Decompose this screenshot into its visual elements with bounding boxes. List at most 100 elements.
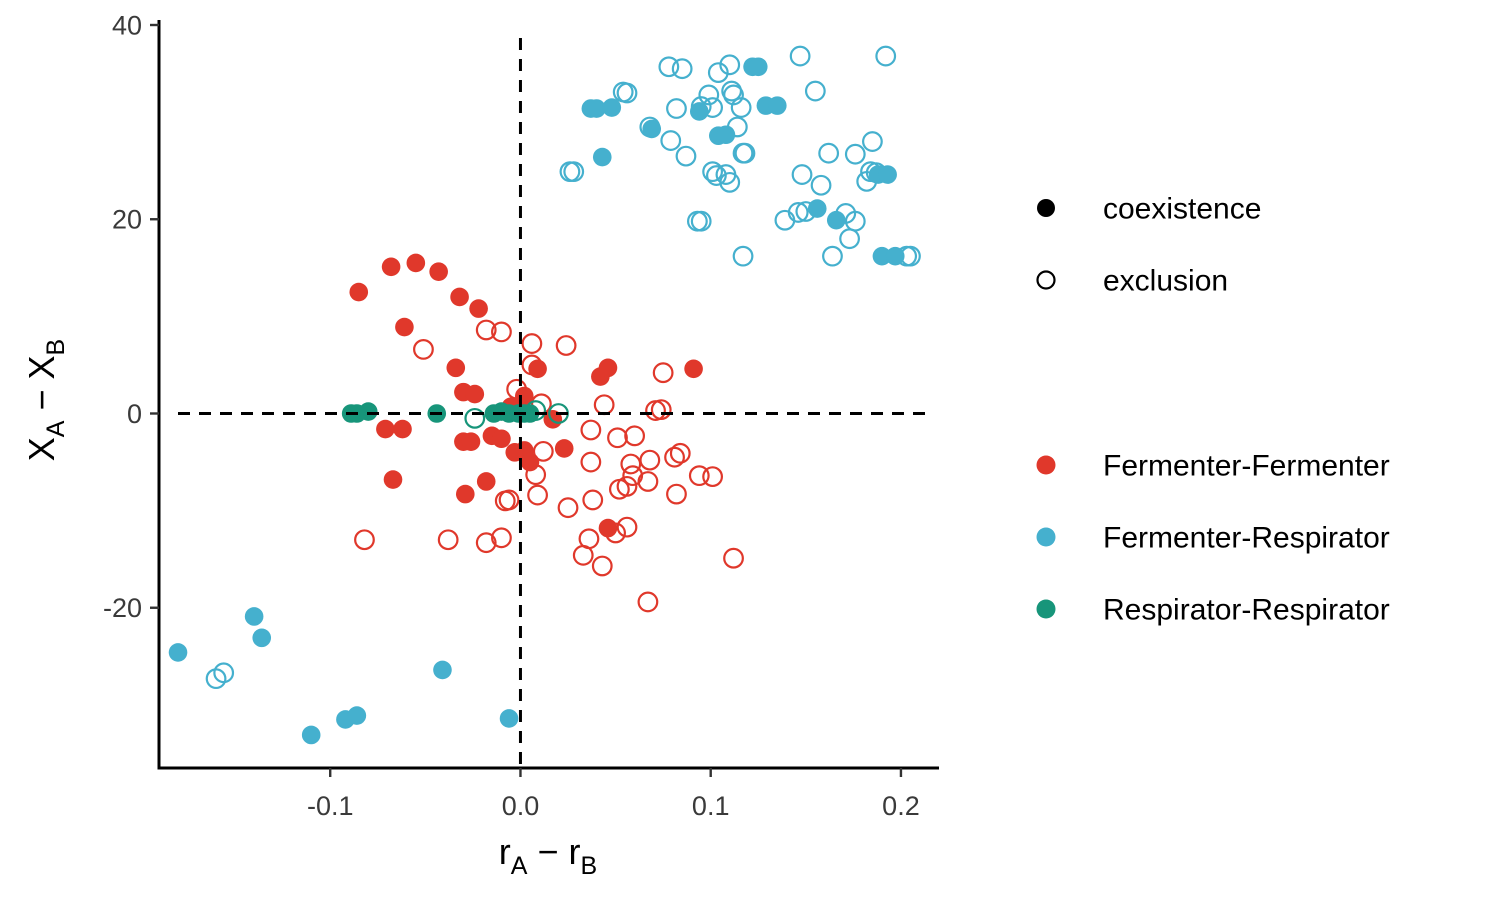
point-fermenter-fermenter-exclusion <box>624 425 646 447</box>
point-fermenter-fermenter-exclusion <box>591 555 613 577</box>
point-fermenter-respirator-coexistence <box>602 98 622 117</box>
point-fermenter-fermenter-exclusion <box>702 466 724 488</box>
legend-key-fermenter-fermenter <box>1036 455 1056 475</box>
point-fermenter-respirator-exclusion <box>804 80 826 102</box>
point-fermenter-fermenter-exclusion <box>580 419 602 441</box>
point-fermenter-fermenter-exclusion <box>491 321 512 343</box>
point-fermenter-fermenter-exclusion <box>637 471 659 492</box>
legend: coexistence exclusion Fermenter-Fermenter F… <box>1036 193 1390 627</box>
point-fermenter-fermenter-exclusion <box>437 529 459 551</box>
y-tick-label: 40 <box>112 11 142 41</box>
point-fermenter-respirator-exclusion <box>787 202 809 223</box>
legend-label-coexistence: coexistence <box>1103 193 1261 226</box>
points-layer <box>168 45 921 745</box>
point-fermenter-fermenter-exclusion <box>639 449 661 471</box>
point-fermenter-respirator-coexistence <box>301 725 321 745</box>
point-fermenter-fermenter-exclusion <box>593 394 615 416</box>
axes <box>157 20 939 770</box>
point-fermenter-fermenter-coexistence <box>520 452 540 472</box>
point-fermenter-fermenter-coexistence <box>376 419 395 439</box>
point-fermenter-fermenter-exclusion <box>608 478 630 500</box>
legend-key-respirator-respirator <box>1036 599 1056 619</box>
point-fermenter-fermenter-exclusion <box>521 333 543 354</box>
point-fermenter-respirator-exclusion <box>658 56 680 78</box>
point-fermenter-fermenter-coexistence <box>598 518 618 538</box>
point-fermenter-respirator-exclusion <box>719 171 741 193</box>
point-fermenter-fermenter-exclusion <box>723 547 744 569</box>
point-fermenter-fermenter-exclusion <box>475 532 497 554</box>
point-fermenter-respirator-coexistence <box>878 165 897 184</box>
point-fermenter-respirator-exclusion <box>563 161 585 183</box>
legend-key-fermenter-respirator <box>1036 527 1056 547</box>
point-fermenter-fermenter-exclusion <box>475 319 497 341</box>
point-fermenter-fermenter-coexistence <box>492 429 511 449</box>
point-fermenter-fermenter-coexistence <box>455 484 475 504</box>
point-fermenter-respirator-exclusion <box>730 97 752 118</box>
point-fermenter-respirator-coexistence <box>767 96 787 115</box>
point-fermenter-fermenter-coexistence <box>381 257 401 277</box>
point-fermenter-respirator-coexistence <box>347 706 367 725</box>
x-axis-title: rA − rB <box>499 831 597 880</box>
point-fermenter-respirator-coexistence <box>433 660 452 680</box>
reference-lines <box>178 38 925 768</box>
ticks: -0.1 0.0 0.1 0.2 -20 0 20 40 <box>103 11 920 822</box>
point-fermenter-respirator-coexistence <box>587 99 606 118</box>
point-fermenter-respirator-exclusion <box>822 245 843 267</box>
point-fermenter-respirator-coexistence <box>244 607 264 626</box>
point-fermenter-fermenter-exclusion <box>664 446 685 468</box>
legend-label-fermenter-respirator: Fermenter-Respirator <box>1103 522 1390 555</box>
point-fermenter-fermenter-exclusion <box>582 489 604 511</box>
point-fermenter-fermenter-exclusion <box>607 427 628 449</box>
point-fermenter-fermenter-exclusion <box>650 399 672 421</box>
point-fermenter-fermenter-exclusion <box>580 451 602 473</box>
point-fermenter-fermenter-coexistence <box>469 299 488 318</box>
x-tick-label: 0.1 <box>692 791 730 821</box>
point-fermenter-fermenter-coexistence <box>684 359 703 379</box>
point-fermenter-respirator-coexistence <box>592 147 612 167</box>
point-fermenter-respirator-exclusion <box>690 210 712 232</box>
point-fermenter-fermenter-coexistence <box>383 470 403 489</box>
point-fermenter-fermenter-coexistence <box>461 432 481 451</box>
point-fermenter-fermenter-exclusion <box>637 591 659 613</box>
point-fermenter-respirator-coexistence <box>826 210 846 230</box>
point-fermenter-respirator-exclusion <box>706 165 727 186</box>
x-tick-label: 0.0 <box>502 791 540 821</box>
point-fermenter-fermenter-exclusion <box>616 516 638 538</box>
point-fermenter-fermenter-coexistence <box>349 282 369 302</box>
point-fermenter-respirator-coexistence <box>689 102 709 121</box>
point-fermenter-fermenter-exclusion <box>572 544 594 566</box>
point-fermenter-fermenter-exclusion <box>532 440 554 462</box>
point-fermenter-respirator-exclusion <box>213 662 235 684</box>
point-fermenter-respirator-exclusion <box>818 142 840 164</box>
point-fermenter-fermenter-coexistence <box>528 359 547 379</box>
y-tick-label: 20 <box>112 205 142 235</box>
point-fermenter-fermenter-coexistence <box>476 472 496 491</box>
point-fermenter-respirator-exclusion <box>660 130 682 151</box>
x-tick-label: 0.2 <box>882 791 920 821</box>
point-fermenter-fermenter-exclusion <box>688 465 710 487</box>
point-fermenter-fermenter-coexistence <box>465 384 485 404</box>
point-fermenter-fermenter-exclusion <box>527 484 548 506</box>
point-fermenter-respirator-coexistence <box>716 125 736 145</box>
point-fermenter-fermenter-exclusion <box>555 335 577 356</box>
point-fermenter-respirator-exclusion <box>721 80 743 102</box>
y-axis-title: XA − XB <box>21 339 70 461</box>
point-fermenter-respirator-exclusion <box>702 161 724 183</box>
point-fermenter-fermenter-exclusion <box>666 483 687 505</box>
point-fermenter-respirator-exclusion <box>732 245 754 267</box>
point-fermenter-respirator-coexistence <box>252 628 272 648</box>
point-fermenter-fermenter-exclusion <box>557 497 579 519</box>
point-fermenter-respirator-coexistence <box>642 119 662 139</box>
point-respirator-respirator-exclusion <box>464 407 486 429</box>
legend-key-exclusion <box>1036 270 1056 290</box>
point-fermenter-respirator-coexistence <box>885 246 905 266</box>
point-fermenter-respirator-coexistence <box>748 57 768 77</box>
y-tick-label: -20 <box>103 593 142 623</box>
point-fermenter-respirator-exclusion <box>707 62 729 83</box>
point-fermenter-respirator-exclusion <box>675 145 697 167</box>
point-fermenter-respirator-exclusion <box>616 82 638 104</box>
point-fermenter-respirator-coexistence <box>499 709 519 728</box>
point-fermenter-respirator-exclusion <box>875 45 897 67</box>
point-fermenter-fermenter-coexistence <box>598 358 618 378</box>
